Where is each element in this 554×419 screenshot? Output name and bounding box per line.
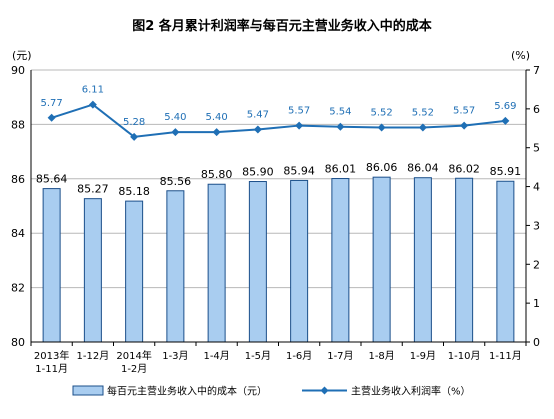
line-value-label: 5.69: [494, 101, 516, 112]
right-axis-tick-label: 0: [533, 336, 540, 349]
line-value-label: 5.57: [453, 106, 475, 117]
bar: [290, 179, 309, 343]
bar: [125, 200, 144, 343]
legend-bar-label: 每百元主营业务收入中的成本（元）: [107, 385, 267, 398]
chart-title: 图2 各月累计利润率与每百元主营业务收入中的成本: [132, 18, 432, 34]
x-axis-tick-label: 1-12月: [77, 350, 110, 362]
x-axis-tick-label: 1-11月: [489, 350, 522, 362]
x-axis-tick-label: 1-8月: [368, 350, 394, 362]
line-value-label: 5.57: [288, 106, 310, 117]
bar-value-label: 86.04: [407, 162, 439, 175]
bar: [413, 177, 432, 343]
right-axis-tick-label: 7: [533, 64, 540, 77]
x-axis-tick-label: 1-6月: [286, 350, 312, 362]
left-axis-tick-label: 88: [11, 118, 25, 131]
line-value-label: 5.40: [205, 112, 227, 123]
line-point: [253, 125, 262, 134]
line-point: [212, 128, 221, 137]
bar: [207, 183, 226, 343]
bar-value-label: 85.27: [77, 183, 109, 196]
bar-value-label: 85.80: [201, 168, 233, 181]
line-point: [171, 128, 180, 137]
x-axis-tick-label: 1-5月: [245, 350, 271, 362]
bar-value-label: 85.90: [242, 166, 274, 179]
bar: [455, 177, 474, 343]
x-axis-tick-label: 1-10月: [448, 350, 481, 362]
x-axis-tick-label: 1-3月: [162, 350, 188, 362]
line-point: [336, 122, 345, 131]
x-axis-tick-label: 1-2月: [121, 363, 147, 375]
x-axis-tick-label: 1-7月: [327, 350, 353, 362]
right-axis-tick-label: 4: [533, 181, 540, 194]
bar: [248, 181, 267, 343]
right-axis-tick-label: 1: [533, 297, 540, 310]
bar-value-label: 85.56: [160, 175, 192, 188]
right-axis-tick-label: 2: [533, 258, 540, 271]
bar: [42, 188, 61, 343]
bar: [496, 180, 515, 343]
x-axis-tick-label: 2014年: [116, 349, 151, 362]
x-axis-tick-label: 1-4月: [203, 350, 229, 362]
bar-value-label: 85.18: [118, 185, 150, 198]
bar-value-label: 86.06: [366, 161, 398, 174]
bar: [83, 198, 102, 343]
left-axis-tick-label: 80: [11, 336, 25, 349]
line-value-label: 5.40: [164, 112, 186, 123]
x-axis-tick-label: 1-9月: [410, 350, 436, 362]
left-axis-unit: (元): [12, 49, 32, 62]
x-axis-tick-label: 2013年: [34, 349, 69, 362]
right-axis-tick-label: 6: [533, 103, 540, 116]
right-axis-tick-label: 3: [533, 219, 540, 232]
line-value-label: 5.47: [247, 109, 269, 120]
profit-rate-line: [51, 103, 506, 138]
line-point: [88, 100, 97, 109]
legend-line-label: 主营业务收入利润率（%）: [351, 385, 471, 398]
bar: [331, 178, 350, 343]
bar-value-label: 85.91: [490, 165, 522, 178]
right-axis-unit: (%): [511, 49, 530, 62]
line-point: [501, 116, 510, 125]
line-point: [418, 123, 427, 132]
bar-value-label: 86.01: [325, 163, 357, 176]
legend: 每百元主营业务收入中的成本（元） 主营业务收入利润率（%）: [72, 385, 471, 398]
line-value-label: 6.11: [82, 85, 104, 96]
bar-value-label: 85.94: [283, 164, 315, 177]
bar-value-label: 85.64: [36, 173, 68, 186]
line-value-label: 5.52: [370, 108, 392, 119]
bar-value-label: 86.02: [448, 162, 480, 175]
line-value-label: 5.52: [412, 108, 434, 119]
left-axis-tick-label: 86: [11, 173, 25, 186]
legend-line-marker: [320, 386, 329, 395]
x-axis-tick-label: 1-11月: [35, 363, 68, 375]
line-point: [130, 132, 139, 141]
left-axis-tick-label: 82: [11, 282, 25, 295]
left-axis-tick-label: 90: [11, 64, 25, 77]
bar: [372, 176, 391, 343]
line-point: [295, 121, 304, 130]
left-axis-tick-label: 84: [11, 227, 25, 240]
bar: [166, 190, 185, 343]
line-point: [47, 113, 56, 122]
line-value-label: 5.77: [40, 98, 62, 109]
legend-bar-swatch: [72, 385, 104, 396]
line-value-label: 5.54: [329, 107, 351, 118]
line-value-label: 5.28: [123, 117, 145, 128]
line-point: [460, 121, 469, 130]
line-point: [377, 123, 386, 132]
right-axis-tick-label: 5: [533, 142, 540, 155]
